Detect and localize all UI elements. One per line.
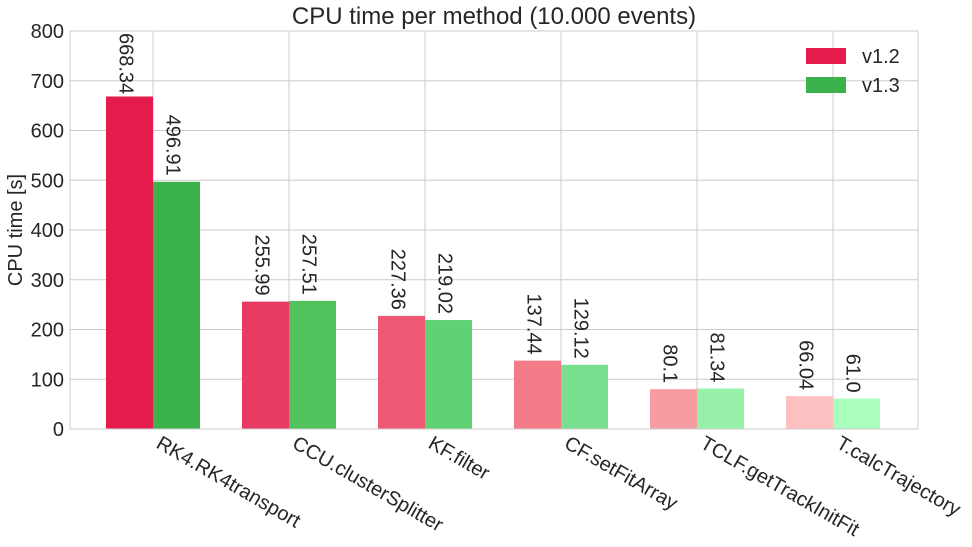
data-label-v1-3-kf-filter: 219.02 <box>434 253 456 314</box>
bar-v1-3-tclf-gettrackinitfit <box>697 388 744 429</box>
y-tick-label: 400 <box>31 220 64 242</box>
y-tick-label: 300 <box>31 270 64 292</box>
data-label-v1-2-kf-filter: 227.36 <box>387 249 409 310</box>
bar-v1-3-cf-setfitarray <box>561 364 608 429</box>
bar-v1-2-t-calctrajectory <box>786 396 833 429</box>
bar-v1-2-ccu-clustersplitter <box>242 301 289 429</box>
bar-v1-3-kf-filter <box>425 320 472 429</box>
y-tick-label: 700 <box>31 71 64 93</box>
bar-v1-3-ccu-clustersplitter <box>289 300 336 429</box>
x-tick-label-ccu-clustersplitter: CCU.clusterSplitter <box>289 432 448 536</box>
x-tick-labels: RK4.RK4transportCCU.clusterSplitterKF.fi… <box>153 432 965 541</box>
data-label-v1-3-t-calctrajectory: 61.0 <box>842 354 864 393</box>
bar-v1-2-rk4-rk4transport <box>106 96 153 429</box>
bars <box>106 96 880 429</box>
data-label-v1-3-tclf-gettrackinitfit: 81.34 <box>706 332 728 382</box>
y-tick-label: 800 <box>31 21 64 43</box>
y-tick-labels: 0 100 200 300 400 500 600 700 800 <box>31 21 64 441</box>
y-tick-label: 600 <box>31 121 64 143</box>
x-tick-label-t-calctrajectory: T.calcTrajectory <box>833 432 965 521</box>
legend-swatch-v1-2 <box>806 48 846 64</box>
bar-v1-3-t-calctrajectory <box>833 398 880 429</box>
legend-label-v1-3: v1.3 <box>862 75 900 97</box>
legend: v1.2 v1.3 <box>806 46 900 97</box>
data-label-v1-3-ccu-clustersplitter: 257.51 <box>298 234 320 295</box>
bar-v1-2-cf-setfitarray <box>514 360 561 429</box>
data-label-v1-2-t-calctrajectory: 66.04 <box>795 340 817 390</box>
bar-v1-2-tclf-gettrackinitfit <box>650 389 697 429</box>
y-tick-label: 0 <box>53 419 64 441</box>
y-tick-label: 500 <box>31 170 64 192</box>
bar-v1-2-kf-filter <box>378 315 425 429</box>
x-tick-label-cf-setfitarray: CF.setFitArray <box>561 432 682 514</box>
data-label-v1-3-cf-setfitarray: 129.12 <box>570 298 592 359</box>
grid-lines <box>70 30 918 430</box>
legend-label-v1-2: v1.2 <box>862 46 900 68</box>
data-label-v1-2-tclf-gettrackinitfit: 80.1 <box>659 344 681 383</box>
y-tick-label: 100 <box>31 369 64 391</box>
bar-v1-3-rk4-rk4transport <box>153 181 200 429</box>
data-label-v1-2-ccu-clustersplitter: 255.99 <box>251 234 273 295</box>
chart-title: CPU time per method (10.000 events) <box>292 3 696 30</box>
data-label-v1-3-rk4-rk4transport: 496.91 <box>162 115 184 176</box>
data-labels: 668.34 255.99 227.36 137.44 80.1 66.04 496.91 2… <box>115 33 864 393</box>
y-tick-label: 200 <box>31 320 64 342</box>
x-tick-label-rk4-rk4transport: RK4.RK4transport <box>153 432 305 532</box>
y-axis-label: CPU time [s] <box>5 174 27 286</box>
x-tick-label-kf-filter: KF.filter <box>425 432 494 485</box>
data-label-v1-2-rk4-rk4transport: 668.34 <box>115 33 137 94</box>
plot-frame <box>69 30 919 430</box>
data-label-v1-2-cf-setfitarray: 137.44 <box>523 293 545 354</box>
legend-swatch-v1-3 <box>806 77 846 93</box>
